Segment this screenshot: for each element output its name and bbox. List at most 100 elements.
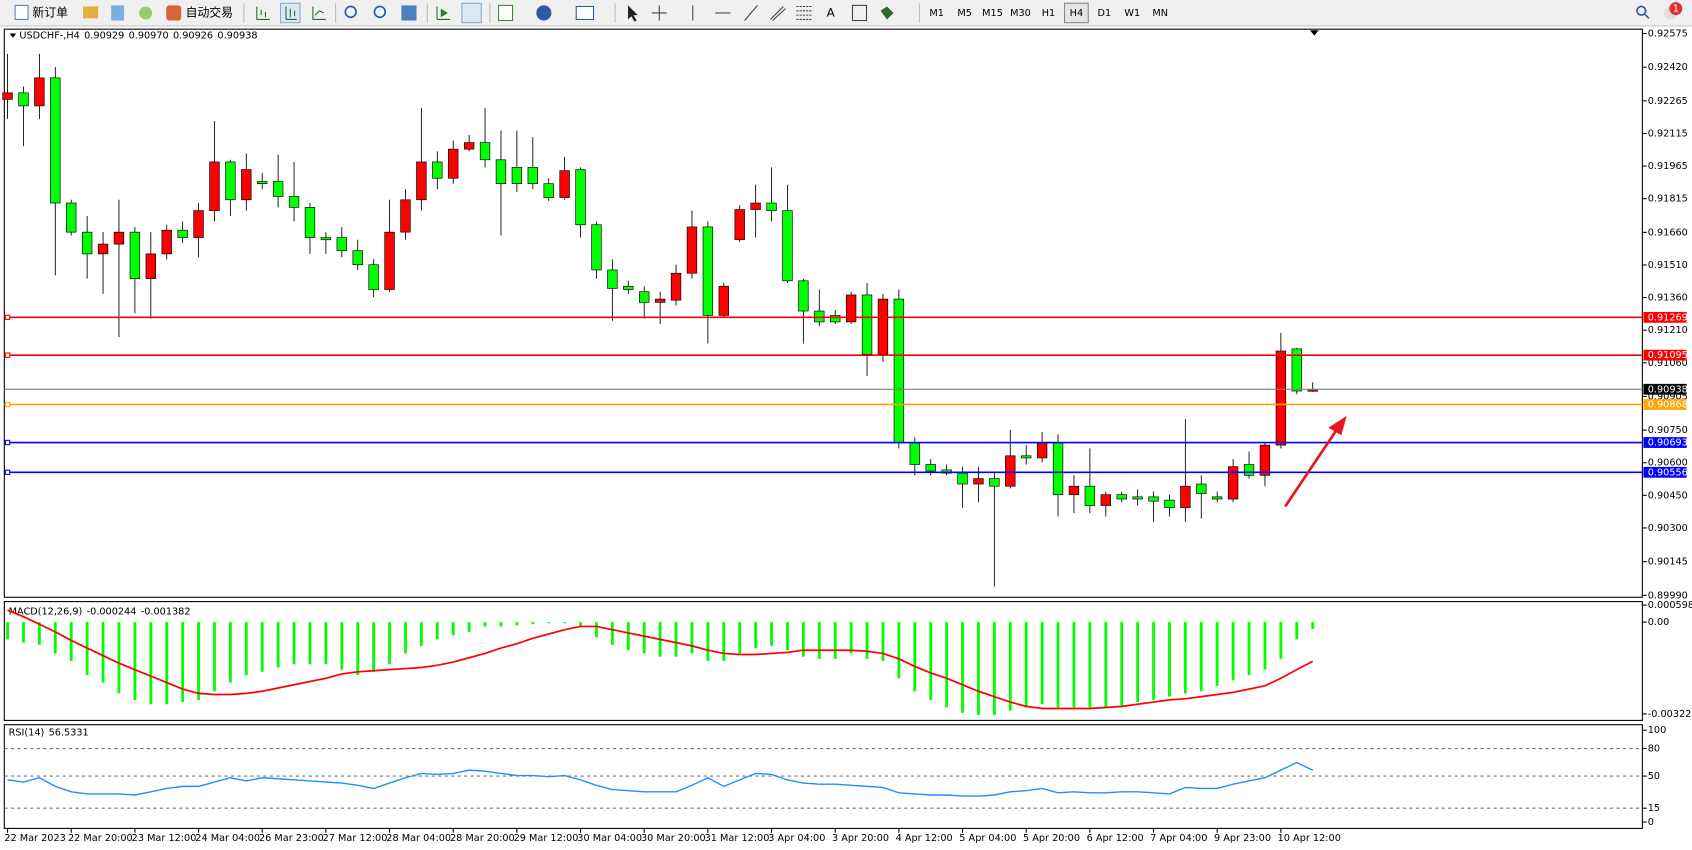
annotation-arrow (1284, 426, 1340, 508)
icon[interactable] (436, 6, 450, 20)
macd-bar (913, 622, 917, 692)
trendline-tool[interactable] (744, 5, 758, 21)
y-tick-label: 0.91815 (1648, 194, 1688, 205)
macd-bar (833, 622, 837, 659)
y-tick-label: 0.90750 (1648, 425, 1688, 436)
indicator-header: -0.001382 (141, 606, 191, 617)
candle-body (257, 181, 268, 185)
icon[interactable] (536, 5, 552, 21)
fibo-tool[interactable] (796, 5, 812, 20)
candle-body (495, 159, 507, 185)
candle-body (511, 167, 523, 185)
candle-body (623, 285, 634, 290)
macd-bar (674, 622, 678, 657)
x-tick-label: 28 Mar 04:00 (386, 833, 451, 844)
candle-body (320, 237, 332, 241)
zoom-in[interactable] (344, 5, 357, 19)
cursor-tool[interactable] (628, 5, 638, 22)
timeframe-button[interactable]: H1 (1042, 8, 1055, 19)
search[interactable] (1636, 5, 1647, 16)
channel-tool[interactable] (770, 6, 786, 21)
text-tool[interactable]: A (827, 5, 836, 19)
macd-bar (610, 622, 614, 645)
y-tick-label: 100 (1648, 725, 1667, 736)
macd-bar (1279, 622, 1283, 659)
tile[interactable] (401, 5, 417, 21)
auto-trading-button[interactable]: 自动交易 (166, 5, 233, 21)
search (1643, 13, 1650, 19)
timeframe-button[interactable]: M30 (1010, 8, 1031, 19)
y-tick-label: 0.92420 (1648, 62, 1688, 73)
icon[interactable] (461, 2, 482, 24)
icon[interactable] (139, 6, 153, 20)
timeframe-button[interactable]: MN (1152, 8, 1168, 19)
candle-body (18, 92, 29, 107)
crosshair-tool[interactable] (651, 5, 667, 21)
timeframe-button[interactable]: H4 (1070, 8, 1083, 19)
candle-body (50, 77, 61, 204)
timeframe-button[interactable]: M15 (982, 8, 1003, 19)
pane-menu[interactable] (9, 33, 17, 38)
candle-body (798, 280, 809, 312)
macd-bar (467, 622, 471, 632)
timeframe-button[interactable]: D1 (1098, 8, 1112, 19)
active-timeframe[interactable] (1063, 2, 1089, 24)
x-tick-label: 27 Mar 12:00 (323, 833, 388, 844)
candle-body (591, 224, 602, 271)
label-tool[interactable] (851, 4, 868, 22)
macd-bar (37, 622, 41, 645)
macd-bar (722, 622, 726, 662)
macd-bar (563, 622, 567, 624)
macd-bar (133, 622, 137, 700)
candle-body (34, 77, 45, 107)
icon[interactable] (285, 6, 297, 20)
candle-body (1227, 466, 1239, 500)
timeframe-button[interactable]: M5 (957, 8, 972, 19)
macd-bar (117, 622, 121, 694)
new-order-button[interactable]: 新订单 (14, 4, 68, 20)
level-label-bg (1643, 349, 1687, 361)
macd-bar (260, 622, 264, 672)
arrows-tool[interactable] (880, 6, 894, 20)
plot: 0.92575 0.92420 0.92265 0.92115 0.91965 0.918… (2, 29, 1692, 844)
macd-bar (865, 622, 869, 659)
macd-bar (372, 622, 376, 672)
x-tick-label: 30 Mar 20:00 (641, 833, 706, 844)
macd-bar (1263, 622, 1267, 670)
macd-bar (1008, 622, 1012, 711)
icon[interactable] (111, 5, 125, 21)
indicator-header: -0.000244 (87, 606, 137, 617)
candle-body (448, 148, 459, 179)
current-price-label: 0.90938 (1648, 384, 1688, 395)
icon[interactable] (312, 6, 326, 20)
x-tick-label: 4 Apr 12:00 (896, 833, 953, 844)
candle-body (909, 442, 920, 465)
icon[interactable] (575, 5, 595, 20)
timeframe-button[interactable]: M1 (929, 8, 944, 19)
macd-bar (1215, 622, 1219, 686)
icon[interactable] (256, 6, 270, 20)
candle-body (304, 207, 316, 238)
icon[interactable] (83, 6, 99, 19)
macd-bar (801, 622, 805, 657)
icon[interactable] (497, 4, 514, 22)
macd-bar (53, 622, 57, 654)
y-tick-label: 0.92265 (1648, 96, 1688, 107)
macd-bar (626, 622, 630, 651)
candle-body (479, 142, 491, 161)
candle-body (1164, 499, 1175, 509)
candle-body (193, 210, 204, 238)
candle-body (384, 231, 395, 290)
macd-bar (6, 622, 9, 640)
macd-bar (929, 622, 933, 700)
candle-body (957, 472, 968, 485)
timeframe-button[interactable]: W1 (1124, 8, 1140, 19)
macd-bar (1152, 622, 1155, 700)
macd-bar (770, 622, 773, 646)
y-tick-label: 0.00 (1648, 617, 1670, 628)
y-tick-label: 0.92115 (1648, 128, 1688, 139)
zoom-out[interactable] (373, 5, 387, 19)
macd-bar (276, 622, 280, 668)
x-tick-label: 9 Apr 23:00 (1214, 833, 1271, 844)
macd-bar (165, 622, 169, 705)
